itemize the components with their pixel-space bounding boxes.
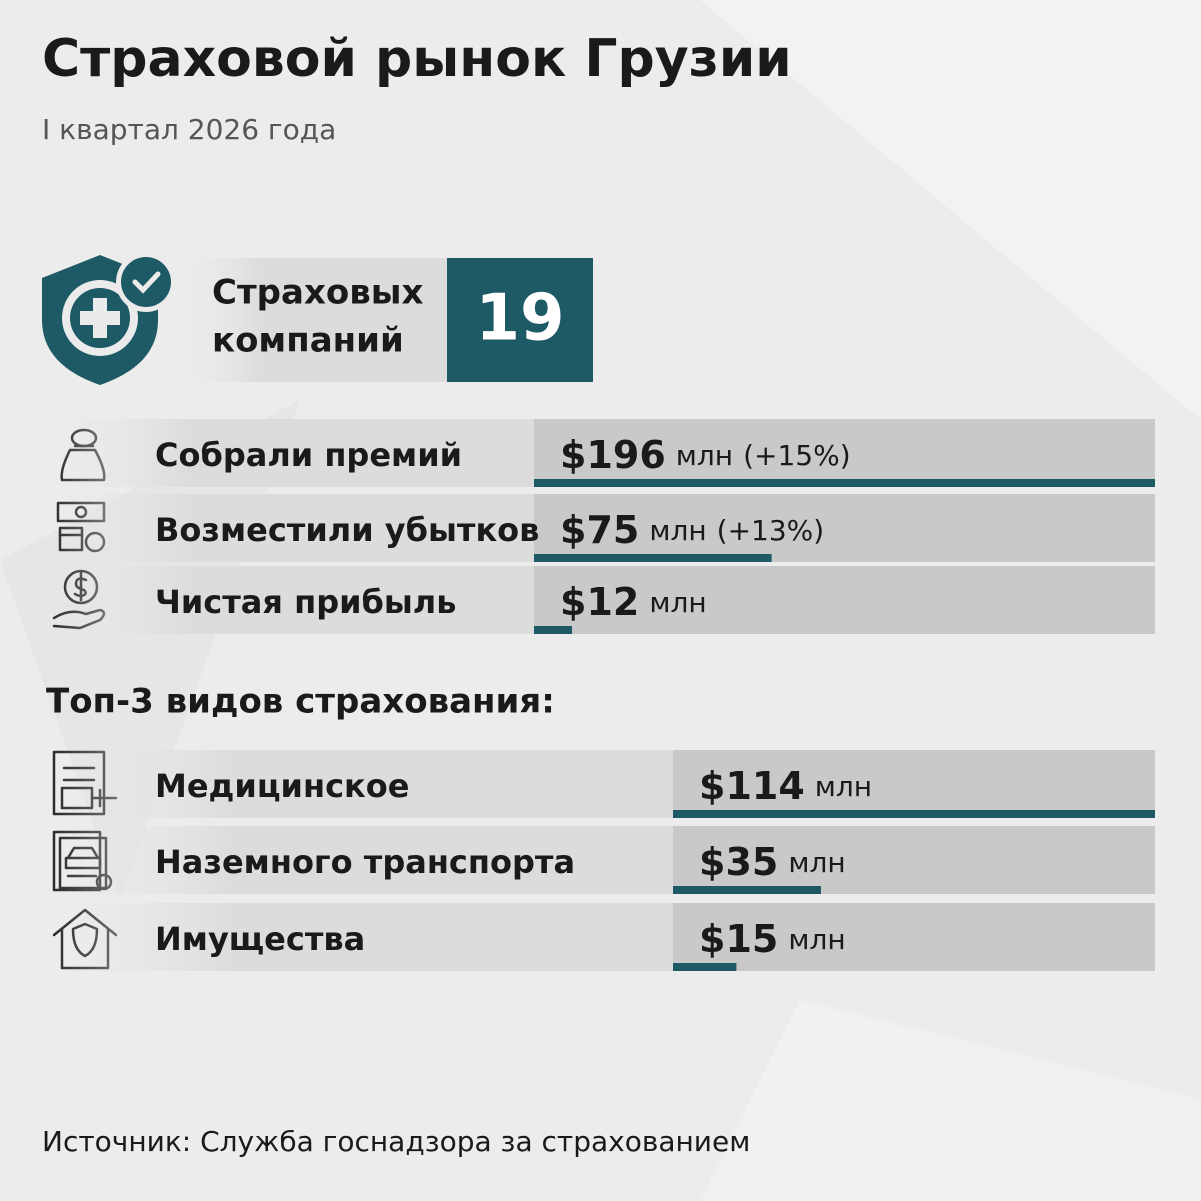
- shield-icon: [42, 252, 176, 385]
- row-bg: [45, 750, 673, 818]
- value-bg: [534, 566, 1155, 634]
- value-change: (+15%): [743, 439, 851, 472]
- row-label: Наземного транспорта: [155, 843, 575, 881]
- row-label: Собрали премий: [155, 436, 462, 474]
- row-value: $75 млн (+13%): [560, 508, 824, 552]
- value-amount: $15: [699, 917, 778, 961]
- value-amount: $196: [560, 433, 666, 477]
- value-unit: млн: [676, 439, 733, 472]
- companies-box: [180, 258, 448, 382]
- bar: [673, 963, 737, 971]
- title: Страховой рынок Грузии: [42, 29, 792, 89]
- row-label: Имущества: [155, 920, 365, 958]
- companies-label: Страховых: [212, 273, 423, 313]
- value-bg: [534, 419, 1155, 487]
- value-unit: млн: [788, 923, 845, 956]
- row-bg: [45, 826, 673, 894]
- row-value: $196 млн (+15%): [560, 433, 851, 477]
- value-amount: $35: [699, 840, 778, 884]
- value-unit: млн: [649, 586, 706, 619]
- source: Источник: Служба госнадзора за страхован…: [42, 1125, 750, 1158]
- value-bg: [673, 903, 1155, 971]
- value-amount: $114: [699, 764, 805, 808]
- row-label: Возместили убытков: [155, 511, 539, 549]
- row-bg: [45, 494, 534, 562]
- bar: [534, 626, 573, 634]
- row-value: $35 млн: [699, 840, 846, 884]
- value-unit: млн: [788, 846, 845, 879]
- value-amount: $12: [560, 580, 639, 624]
- value-amount: $75: [560, 508, 639, 552]
- row-bg: [45, 566, 534, 634]
- row-value: $12 млн: [560, 580, 707, 624]
- bar: [534, 554, 772, 562]
- companies-label: компаний: [212, 321, 404, 361]
- row-value: $114 млн: [699, 764, 872, 808]
- value-unit: млн: [649, 514, 706, 547]
- value-change: (+13%): [717, 514, 825, 547]
- row-bg: [45, 903, 673, 971]
- bar: [534, 479, 1155, 487]
- value-unit: млн: [815, 770, 872, 803]
- top-title: Топ-3 видов страхования:: [46, 682, 555, 722]
- bg-shape: [700, 0, 1201, 420]
- bg-shape: [700, 1000, 1201, 1201]
- row-value: $15 млн: [699, 917, 846, 961]
- companies-value-box: [447, 258, 593, 382]
- subtitle: I квартал 2026 года: [42, 113, 336, 146]
- row-label: Чистая прибыль: [155, 583, 456, 621]
- bar: [673, 810, 1155, 818]
- companies-value: 19: [475, 282, 564, 356]
- bar: [673, 886, 821, 894]
- row-label: Медицинское: [155, 767, 409, 805]
- value-bg: [673, 826, 1155, 894]
- row-bg: [45, 419, 534, 487]
- value-bg: [673, 750, 1155, 818]
- value-bg: [534, 494, 1155, 562]
